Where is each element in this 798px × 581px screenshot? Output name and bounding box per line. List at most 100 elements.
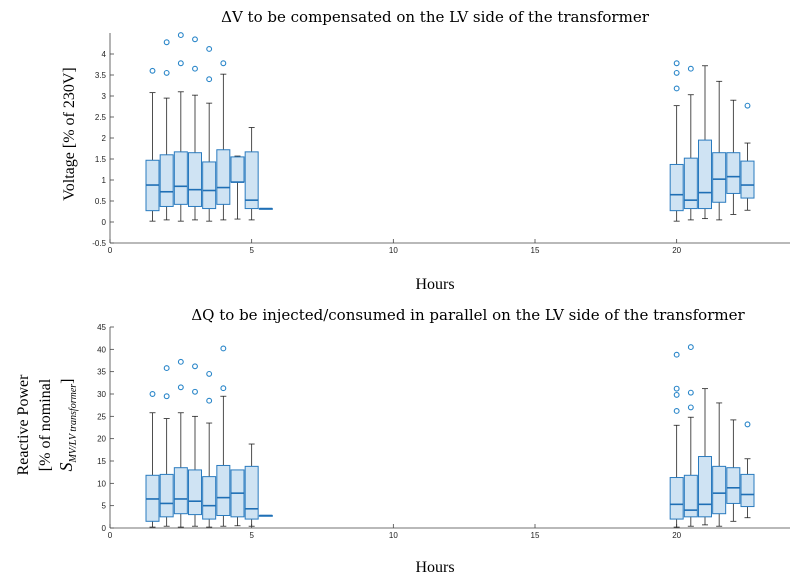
voltage-box [698, 139, 712, 210]
reactive-ylabel-group: Reactive Power [% of nominal SMV/LV tran… [15, 374, 79, 476]
voltage-box [173, 151, 188, 205]
reactive-x-tick-label: 20 [672, 531, 681, 540]
voltage-box-group [173, 32, 188, 222]
reactive-power-panel: ΔQ to be injected/consumed in parallel o… [15, 306, 790, 576]
reactive-outlier [149, 391, 156, 397]
voltage-x-tick-label: 5 [249, 246, 254, 255]
reactive-outlier [206, 397, 213, 404]
voltage-box [712, 152, 727, 203]
reactive-outlier [192, 363, 198, 370]
reactive-box [216, 464, 231, 516]
reactive-y-tick-label: 20 [97, 435, 106, 444]
voltage-x-tick-label: 15 [531, 246, 540, 255]
voltage-box [683, 157, 698, 210]
voltage-box-group [712, 80, 727, 221]
voltage-panel: ΔV to be compensated on the LV side of t… [61, 8, 790, 293]
voltage-box [230, 156, 245, 183]
voltage-y-axis-label: Voltage [% of 230V] [61, 67, 78, 200]
reactive-chart-title: ΔQ to be injected/consumed in parallel o… [191, 306, 745, 324]
reactive-box-group [145, 391, 160, 528]
voltage-box-group [230, 155, 245, 220]
reactive-x-tick-label: 5 [249, 531, 254, 540]
reactive-y-axis-label-line3: SMV/LV transformer] [56, 379, 79, 472]
reactive-y-tick-label: 40 [97, 345, 106, 354]
reactive-y-tick-label: 30 [97, 390, 106, 399]
voltage-box [244, 151, 259, 210]
reactive-outlier [687, 404, 694, 411]
voltage-outlier [687, 65, 694, 72]
voltage-box-group [216, 60, 231, 221]
reactive-box-group [173, 358, 188, 528]
reactive-x-tick-label: 0 [108, 531, 113, 540]
voltage-box-group [258, 207, 273, 210]
reactive-x-tick-label: 15 [531, 531, 540, 540]
voltage-outlier [163, 39, 170, 46]
reactive-y-tick-label: 25 [97, 412, 106, 421]
voltage-box-group [188, 36, 202, 221]
voltage-box-group [669, 60, 684, 222]
voltage-ylabel-group: Voltage [% of 230V] [61, 67, 78, 200]
reactive-box [740, 473, 755, 508]
reactive-box-group [726, 419, 741, 522]
voltage-outlier [177, 32, 184, 39]
reactive-box [173, 467, 188, 515]
voltage-box-group [202, 46, 217, 222]
reactive-x-axis-label: Hours [415, 559, 454, 576]
voltage-outlier [206, 76, 213, 83]
reactive-y-tick-label: 45 [97, 323, 106, 332]
voltage-box [202, 161, 217, 210]
voltage-y-tick-label: 3.5 [95, 71, 107, 80]
reactive-outlier [220, 385, 227, 392]
reactive-outlier [163, 393, 170, 400]
reactive-box [202, 476, 217, 520]
voltage-y-tick-label: 4 [102, 50, 107, 59]
voltage-x-tick-label: 10 [389, 246, 398, 255]
reactive-box-group [258, 514, 273, 517]
reactive-boxes [145, 344, 755, 528]
reactive-y-axis-label-s: S [56, 462, 76, 471]
voltage-box-group [244, 127, 259, 221]
reactive-outlier [192, 388, 198, 395]
voltage-y-tick-label: 2 [102, 134, 107, 143]
reactive-outlier [177, 384, 184, 391]
voltage-x-tick-label: 20 [672, 246, 681, 255]
reactive-box-group [698, 388, 712, 526]
voltage-outlier [673, 69, 680, 76]
reactive-box [159, 473, 174, 518]
reactive-box [188, 469, 202, 516]
reactive-box-group [230, 469, 245, 527]
reactive-box [683, 474, 698, 518]
voltage-outlier [192, 36, 198, 43]
reactive-box-group [216, 345, 231, 527]
voltage-box-group [159, 39, 174, 221]
voltage-outlier [192, 65, 198, 72]
reactive-outlier [177, 358, 184, 365]
reactive-box-group [669, 351, 684, 528]
voltage-box-group [145, 67, 160, 222]
voltage-x-tick-label: 0 [108, 246, 113, 255]
reactive-outlier [206, 370, 213, 377]
voltage-outlier [220, 60, 227, 67]
reactive-box [244, 465, 259, 520]
voltage-box-group [698, 65, 712, 220]
voltage-box-group [740, 102, 755, 211]
reactive-box-group [188, 363, 202, 527]
reactive-x-tick-label: 10 [389, 531, 398, 540]
reactive-y-axis-label-line2: [% of nominal [37, 378, 54, 471]
reactive-box [712, 465, 727, 515]
voltage-outlier [206, 46, 213, 52]
reactive-y-tick-label: 35 [97, 368, 106, 377]
reactive-box-group [159, 365, 174, 527]
reactive-y-axis-label-close: ] [59, 379, 76, 384]
reactive-box-group [712, 402, 727, 527]
voltage-boxes [145, 32, 755, 222]
voltage-y-tick-label: 0 [102, 218, 107, 227]
voltage-x-axis-label: Hours [415, 276, 454, 293]
voltage-outlier [673, 60, 680, 67]
voltage-outlier [149, 67, 156, 74]
voltage-y-tick-label: 0.5 [95, 197, 107, 206]
voltage-y-tick-label: 3 [102, 92, 107, 101]
reactive-outlier [687, 344, 694, 351]
voltage-axes: -0.500.511.522.533.540 5 10 15 20 [92, 33, 790, 255]
reactive-outlier [673, 385, 680, 392]
